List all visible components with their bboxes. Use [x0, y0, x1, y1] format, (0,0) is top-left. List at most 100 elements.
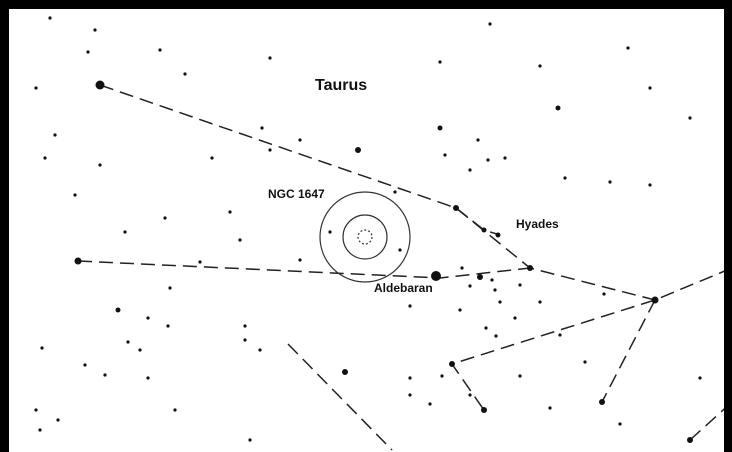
star	[688, 116, 692, 120]
star	[648, 183, 652, 187]
star	[86, 50, 90, 54]
star	[503, 156, 507, 160]
star	[438, 60, 442, 64]
star	[518, 374, 522, 378]
star	[260, 126, 264, 130]
star	[168, 286, 172, 290]
star	[408, 393, 412, 397]
star	[103, 373, 107, 377]
star	[477, 274, 483, 280]
object-label: Hyades	[516, 217, 559, 231]
star	[481, 227, 487, 233]
star	[494, 334, 498, 338]
star	[468, 168, 472, 172]
star	[238, 238, 242, 242]
star	[687, 437, 693, 443]
star	[518, 283, 522, 287]
star	[626, 46, 630, 50]
star	[453, 205, 459, 211]
star	[298, 258, 302, 262]
star	[355, 147, 361, 153]
star	[618, 422, 622, 426]
star	[183, 72, 187, 76]
star	[428, 402, 432, 406]
star	[166, 324, 170, 328]
star	[408, 376, 412, 380]
star	[495, 232, 501, 238]
star	[548, 406, 552, 410]
star	[342, 369, 348, 375]
star	[698, 376, 702, 380]
star	[74, 257, 82, 265]
star	[198, 260, 202, 264]
star	[228, 210, 232, 214]
star	[298, 138, 302, 142]
star	[138, 348, 142, 352]
star	[48, 16, 52, 20]
star	[555, 105, 561, 111]
star	[651, 296, 659, 304]
star	[146, 376, 150, 380]
constellation-label: Taurus	[315, 77, 367, 94]
frame-top	[0, 0, 732, 9]
stars	[34, 16, 702, 443]
object-label: NGC 1647	[268, 187, 325, 201]
star	[460, 266, 464, 270]
star	[488, 22, 492, 26]
star	[38, 428, 42, 432]
star	[210, 156, 214, 160]
star	[53, 133, 57, 137]
star	[146, 316, 150, 320]
star	[602, 292, 606, 296]
star	[34, 86, 38, 90]
star	[258, 348, 262, 352]
star	[115, 307, 121, 313]
star	[468, 284, 472, 288]
frame-left	[0, 0, 9, 452]
star	[43, 156, 47, 160]
star	[449, 361, 455, 367]
star	[476, 138, 480, 142]
star	[527, 265, 533, 271]
circle	[357, 229, 373, 245]
star	[268, 56, 272, 60]
star	[95, 80, 105, 90]
star	[173, 408, 177, 412]
line	[601, 299, 656, 403]
star	[408, 304, 412, 308]
star	[93, 28, 97, 32]
star	[431, 271, 441, 281]
star	[484, 326, 488, 330]
star	[443, 153, 447, 157]
star	[481, 407, 487, 413]
line	[287, 343, 393, 451]
line	[99, 84, 656, 301]
star	[558, 333, 562, 337]
star	[538, 64, 542, 68]
star	[498, 300, 502, 304]
circle	[342, 214, 388, 260]
frame-right	[724, 0, 732, 452]
star	[268, 148, 272, 152]
star	[608, 180, 612, 184]
star	[123, 230, 127, 234]
star	[493, 288, 497, 292]
object-label: Aldebaran	[374, 281, 433, 295]
star	[83, 363, 87, 367]
star	[393, 190, 397, 194]
star	[248, 438, 252, 442]
star	[40, 346, 44, 350]
star	[490, 278, 494, 282]
star	[538, 300, 542, 304]
star	[437, 125, 443, 131]
star	[243, 338, 247, 342]
star	[328, 230, 332, 234]
line	[450, 267, 732, 411]
star	[158, 48, 162, 52]
star	[98, 163, 102, 167]
star	[243, 324, 247, 328]
star	[34, 408, 38, 412]
star	[440, 374, 444, 378]
